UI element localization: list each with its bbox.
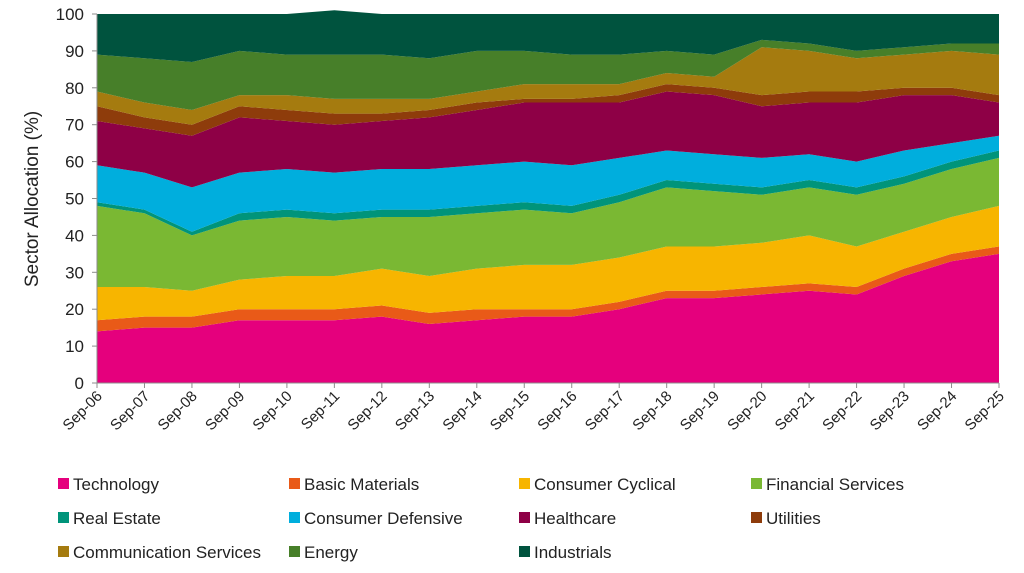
y-tick-label: 10	[65, 337, 84, 356]
legend-item-utilities: Utilities	[751, 509, 821, 528]
area-utilities	[97, 84, 999, 136]
legend: Technology Basic Materials Consumer Cyclic…	[58, 475, 904, 562]
x-tick-label: Sep-23	[867, 388, 913, 434]
legend-label: Consumer Cyclical	[534, 475, 676, 494]
legend-label: Healthcare	[534, 509, 616, 528]
x-tick-label: Sep-13	[392, 388, 438, 434]
x-tick-label: Sep-08	[155, 388, 201, 434]
y-axis-label: Sector Allocation (%)	[22, 111, 43, 287]
legend-label: Utilities	[766, 509, 821, 528]
area-industrials	[97, 10, 999, 62]
y-tick-label: 30	[65, 263, 84, 282]
legend-swatch	[58, 478, 69, 489]
legend-label: Industrials	[534, 543, 611, 562]
legend-item-communication-services: Communication Services	[58, 543, 261, 562]
legend-label: Real Estate	[73, 509, 161, 528]
x-tick-label: Sep-18	[629, 388, 675, 434]
x-tick-label: Sep-11	[298, 388, 343, 433]
legend-item-healthcare: Healthcare	[519, 509, 616, 528]
y-tick-label: 100	[56, 5, 84, 24]
y-tick-label: 0	[75, 374, 84, 393]
area-technology	[97, 253, 999, 383]
area-energy	[97, 39, 999, 110]
area-basic-materials	[97, 246, 999, 332]
area-real-estate	[97, 150, 999, 236]
legend-label: Energy	[304, 543, 358, 562]
legend-label: Communication Services	[73, 543, 261, 562]
area-series-group	[97, 10, 999, 383]
legend-swatch	[289, 512, 300, 523]
x-tick-label: Sep-10	[249, 388, 295, 434]
legend-swatch	[751, 478, 762, 489]
legend-swatch	[289, 478, 300, 489]
x-tick-label: Sep-06	[60, 388, 106, 434]
y-tick-label: 80	[65, 79, 84, 98]
x-tick-label: Sep-24	[914, 388, 960, 434]
legend-label: Consumer Defensive	[304, 509, 463, 528]
x-tick-label: Sep-19	[677, 388, 723, 434]
legend-item-consumer-defensive: Consumer Defensive	[289, 509, 463, 528]
legend-item-real-estate: Real Estate	[58, 509, 161, 528]
area-consumer-cyclical	[97, 205, 999, 321]
x-tick-label: Sep-20	[724, 388, 770, 434]
legend-swatch	[58, 512, 69, 523]
area-healthcare	[97, 91, 999, 188]
x-tick-label: Sep-16	[534, 388, 580, 434]
legend-label: Basic Materials	[304, 475, 419, 494]
x-tick-label: Sep-14	[439, 388, 485, 434]
y-tick-label: 60	[65, 153, 84, 172]
legend-swatch	[751, 512, 762, 523]
x-tick-label: Sep-12	[344, 388, 390, 434]
x-tick-label: Sep-09	[202, 388, 248, 434]
legend-label: Financial Services	[766, 475, 904, 494]
x-tick-label: Sep-15	[487, 388, 533, 434]
x-tick-label: Sep-07	[107, 388, 153, 434]
y-tick-label: 20	[65, 300, 84, 319]
x-tick-label: Sep-21	[772, 388, 818, 434]
x-tick-label: Sep-17	[582, 388, 628, 434]
legend-item-consumer-cyclical: Consumer Cyclical	[519, 475, 676, 494]
legend-item-basic-materials: Basic Materials	[289, 475, 419, 494]
area-financial-services	[97, 157, 999, 291]
legend-item-industrials: Industrials	[519, 543, 611, 562]
legend-item-technology: Technology	[58, 475, 160, 494]
area-consumer-defensive	[97, 135, 999, 232]
legend-swatch	[519, 478, 530, 489]
y-tick-label: 90	[65, 42, 84, 61]
x-tick-label: Sep-22	[819, 388, 865, 434]
legend-label: Technology	[73, 475, 160, 494]
y-tick-label: 50	[65, 190, 84, 209]
legend-item-financial-services: Financial Services	[751, 475, 904, 494]
area-communication-services	[97, 47, 999, 125]
legend-swatch	[519, 546, 530, 557]
y-tick-label: 70	[65, 116, 84, 135]
legend-item-energy: Energy	[289, 543, 358, 562]
y-tick-label: 40	[65, 226, 84, 245]
legend-swatch	[519, 512, 530, 523]
legend-swatch	[289, 546, 300, 557]
x-tick-label: Sep-25	[962, 388, 1008, 434]
legend-swatch	[58, 546, 69, 557]
